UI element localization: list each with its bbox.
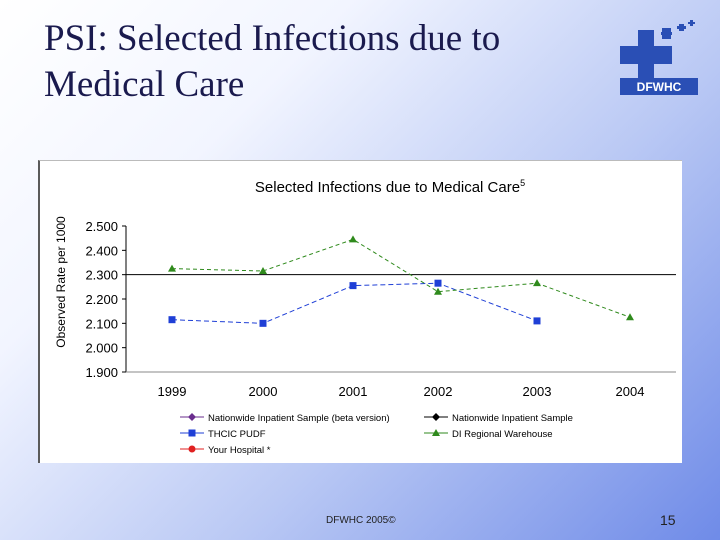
dfw-point bbox=[349, 235, 357, 243]
x-tick-label: 2003 bbox=[523, 384, 552, 399]
thcic-series-line bbox=[171, 282, 538, 324]
thcic-point bbox=[259, 319, 267, 327]
legend-label: Nationwide Inpatient Sample bbox=[452, 413, 573, 424]
dfw-point bbox=[626, 313, 634, 321]
thcic-point bbox=[434, 279, 442, 287]
y-tick-label: 2.100 bbox=[85, 316, 118, 331]
y-tick-label: 1.900 bbox=[85, 365, 118, 380]
x-tick-label: 2000 bbox=[249, 384, 278, 399]
legend-marker bbox=[432, 413, 440, 421]
legend-marker bbox=[188, 445, 196, 453]
footer-text: DFWHC 2005© bbox=[326, 515, 396, 526]
legend-marker bbox=[188, 429, 196, 437]
y-tick-label: 2.200 bbox=[85, 292, 118, 307]
slide-title: PSI: Selected Infections due to Medical … bbox=[44, 18, 501, 105]
chart-panel: Selected Infections due to Medical Care5… bbox=[38, 160, 682, 463]
legend-label: Nationwide Inpatient Sample (beta versio… bbox=[208, 413, 390, 424]
logo-bar bbox=[620, 78, 698, 95]
logo-text: DFWHC bbox=[637, 80, 682, 94]
dfw-point bbox=[168, 264, 176, 272]
line-chart: Selected Infections due to Medical Care5… bbox=[54, 178, 676, 456]
legend-label: DI Regional Warehouse bbox=[452, 429, 553, 440]
thcic-point bbox=[168, 316, 176, 324]
legend-marker bbox=[188, 413, 196, 421]
logo-cross-icon bbox=[620, 20, 695, 82]
dfw-series-line bbox=[171, 238, 631, 318]
y-axis-label: Observed Rate per 1000 bbox=[54, 216, 68, 348]
y-tick-label: 2.500 bbox=[85, 219, 118, 234]
x-tick-label: 2004 bbox=[616, 384, 645, 399]
dfwhc-logo: DFWHC bbox=[618, 18, 702, 106]
y-tick-label: 2.000 bbox=[85, 341, 118, 356]
dfw-point bbox=[259, 267, 267, 275]
chart-title: Selected Infections due to Medical Care5 bbox=[255, 178, 525, 196]
y-tick-label: 2.300 bbox=[85, 268, 118, 283]
dfw-point bbox=[434, 287, 442, 295]
legend-label: Your Hospital * bbox=[208, 445, 271, 456]
legend-marker bbox=[432, 429, 440, 436]
x-tick-label: 2001 bbox=[339, 384, 368, 399]
legend-label: THCIC PUDF bbox=[208, 429, 266, 440]
thcic-point bbox=[349, 282, 357, 290]
y-tick-label: 2.400 bbox=[85, 243, 118, 258]
dfw-point bbox=[533, 279, 541, 287]
thcic-point bbox=[533, 317, 541, 325]
x-tick-label: 1999 bbox=[158, 384, 187, 399]
page-number: 15 bbox=[660, 512, 676, 528]
x-tick-label: 2002 bbox=[424, 384, 453, 399]
